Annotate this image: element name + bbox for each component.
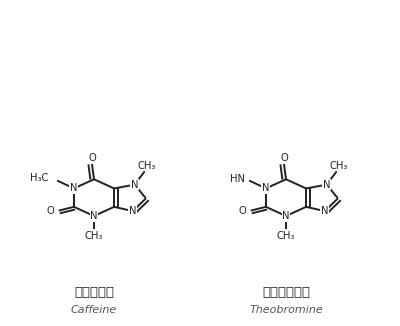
Text: カフェイン: カフェイン	[74, 286, 114, 299]
Text: O: O	[280, 153, 288, 163]
Text: カフェインとテオブロミンの: カフェインとテオブロミンの	[130, 25, 270, 43]
Text: CH₃: CH₃	[138, 161, 156, 170]
Text: N: N	[321, 206, 328, 216]
Text: N: N	[323, 180, 330, 190]
Text: Caffeine: Caffeine	[71, 304, 117, 315]
Text: Theobromine: Theobromine	[249, 304, 323, 315]
Text: O: O	[239, 206, 246, 215]
Text: H₃C: H₃C	[30, 173, 48, 183]
Text: N: N	[282, 211, 290, 221]
Text: N: N	[262, 184, 270, 193]
Text: O: O	[88, 153, 96, 163]
Text: N: N	[90, 211, 98, 221]
Text: N: N	[129, 206, 136, 216]
Text: CH₃: CH₃	[330, 161, 348, 170]
Text: O: O	[47, 206, 54, 215]
Text: テオブロミン: テオブロミン	[262, 286, 310, 299]
Text: CH₃: CH₃	[277, 231, 295, 241]
Text: 分子構造は似ている！: 分子構造は似ている！	[146, 67, 254, 85]
Text: HN: HN	[230, 174, 245, 184]
Text: N: N	[70, 184, 78, 193]
Text: CH₃: CH₃	[85, 231, 103, 241]
Text: N: N	[131, 180, 138, 190]
